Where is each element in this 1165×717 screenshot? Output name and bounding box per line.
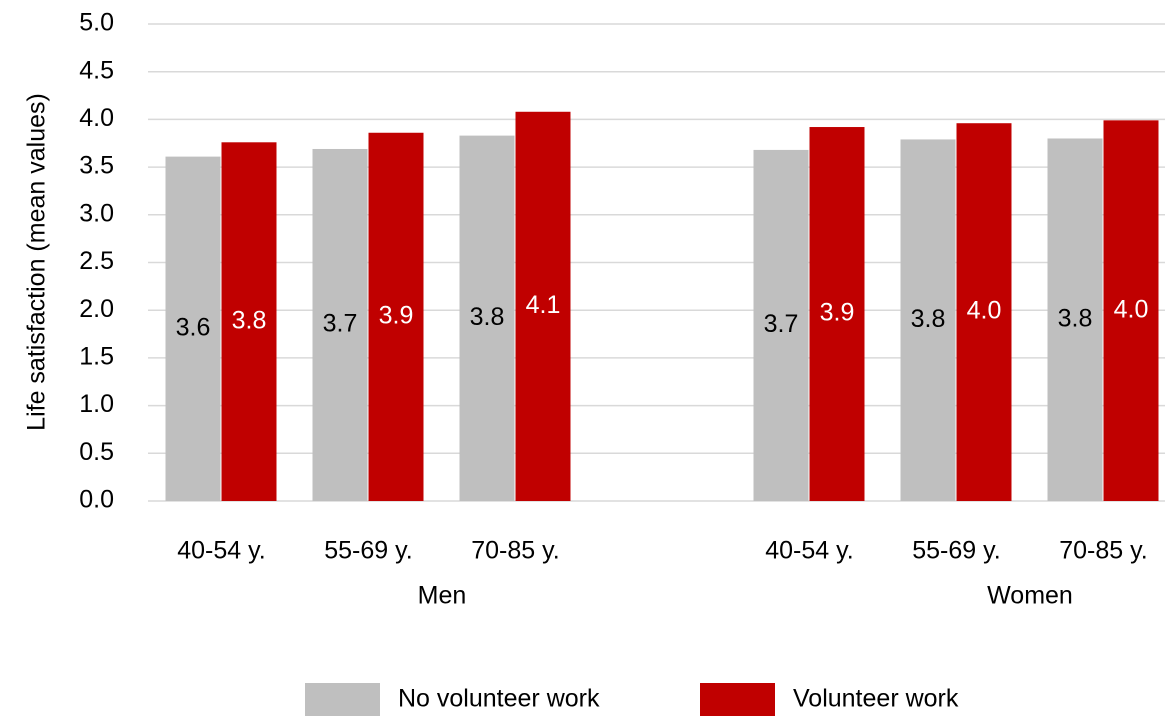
y-tick-label: 0.5	[79, 438, 114, 466]
bar	[809, 127, 865, 502]
value-label: 3.8	[911, 305, 946, 333]
x-tick-label: 55-69 y.	[324, 537, 412, 565]
x-tick-label: 40-54 y.	[765, 537, 853, 565]
legend-swatch	[305, 683, 380, 716]
y-tick-label: 4.5	[79, 56, 114, 84]
bar	[165, 156, 221, 501]
bar	[459, 135, 515, 502]
x-tick-label: 70-85 y.	[471, 537, 559, 565]
y-tick-label: 0.0	[79, 486, 114, 514]
value-label: 4.0	[1114, 295, 1149, 323]
value-label: 3.8	[232, 306, 267, 334]
value-label: 3.7	[764, 310, 799, 338]
value-label: 4.1	[526, 291, 561, 319]
bar	[368, 132, 424, 502]
value-label: 3.6	[176, 313, 211, 341]
bar	[1103, 120, 1159, 501]
value-label: 4.0	[967, 297, 1002, 325]
x-tick-label: 70-85 y.	[1059, 537, 1147, 565]
bar	[1047, 138, 1103, 502]
legend-swatch	[700, 683, 775, 716]
y-tick-label: 5.0	[79, 9, 114, 37]
y-axis-title: Life satisfaction (mean values)	[23, 93, 51, 431]
bar	[956, 123, 1012, 501]
bar	[900, 139, 956, 501]
y-tick-label: 2.5	[79, 247, 114, 275]
value-label: 3.7	[323, 310, 358, 338]
legend-label: Volunteer work	[793, 685, 959, 713]
y-tick-label: 2.0	[79, 295, 114, 323]
bar	[753, 149, 809, 502]
bar	[312, 148, 368, 501]
group-label: Men	[418, 582, 467, 610]
y-tick-label: 3.5	[79, 152, 114, 180]
bar	[515, 111, 571, 501]
y-tick-label: 1.5	[79, 343, 114, 371]
bar	[221, 142, 277, 501]
y-tick-label: 3.0	[79, 199, 114, 227]
x-tick-label: 55-69 y.	[912, 537, 1000, 565]
value-label: 3.8	[1058, 304, 1093, 332]
value-label: 3.8	[470, 303, 505, 331]
x-tick-label: 40-54 y.	[177, 537, 265, 565]
legend-label: No volunteer work	[398, 685, 600, 713]
value-label: 3.9	[820, 299, 855, 327]
group-label: Women	[987, 582, 1073, 610]
y-tick-label: 1.0	[79, 390, 114, 418]
y-tick-label: 4.0	[79, 104, 114, 132]
value-label: 3.9	[379, 301, 414, 329]
